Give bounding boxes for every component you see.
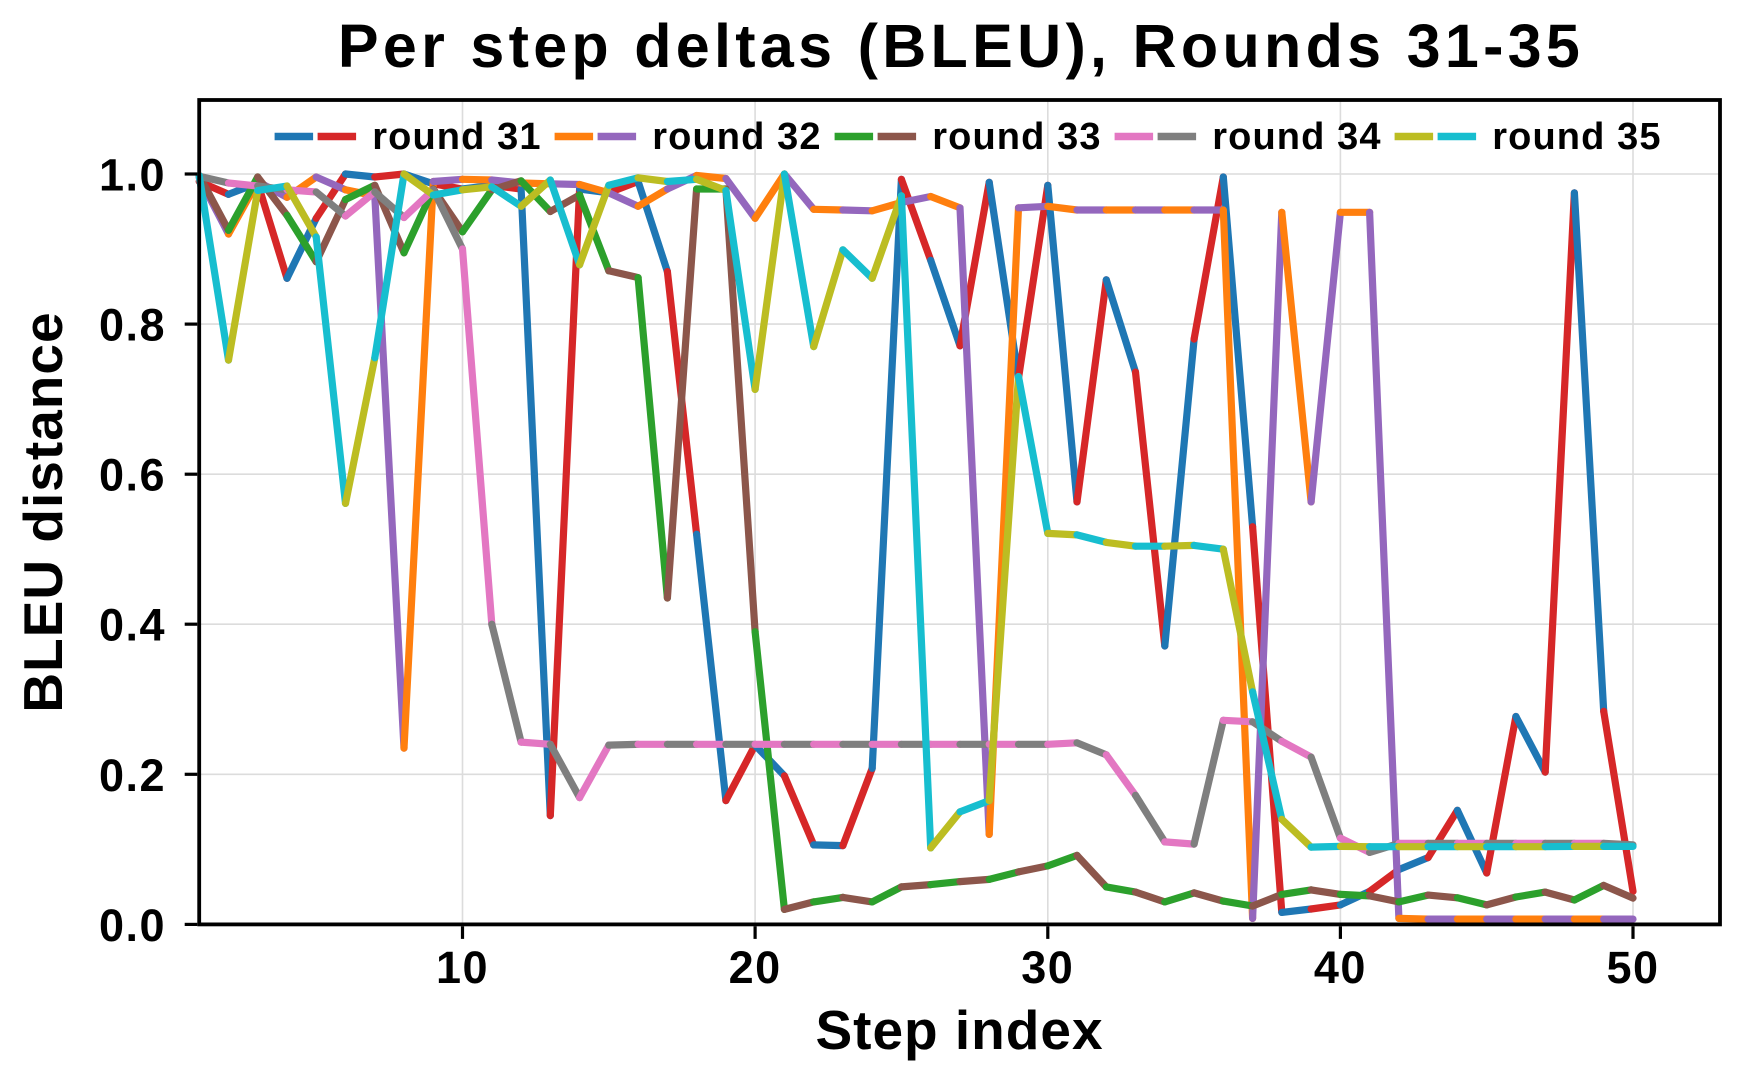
svg-text:1.0: 1.0: [99, 150, 166, 201]
svg-text:0.4: 0.4: [99, 600, 166, 651]
svg-text:0.6: 0.6: [99, 450, 166, 501]
svg-text:Per step deltas (BLEU), Rounds: Per step deltas (BLEU), Rounds 31-35: [338, 12, 1584, 80]
svg-text:round 32: round 32: [652, 116, 821, 158]
svg-text:Step index: Step index: [815, 999, 1103, 1061]
svg-text:round 35: round 35: [1492, 116, 1661, 158]
svg-text:40: 40: [1314, 942, 1367, 993]
svg-text:20: 20: [729, 942, 782, 993]
svg-text:0.2: 0.2: [99, 750, 166, 801]
svg-text:BLEU distance: BLEU distance: [12, 311, 74, 712]
svg-text:round 33: round 33: [932, 116, 1101, 158]
svg-text:50: 50: [1606, 942, 1659, 993]
svg-text:0.8: 0.8: [99, 300, 166, 351]
svg-text:0.0: 0.0: [99, 900, 166, 951]
svg-text:10: 10: [436, 942, 489, 993]
svg-text:round 31: round 31: [372, 116, 541, 158]
svg-text:round 34: round 34: [1212, 116, 1381, 158]
svg-text:30: 30: [1021, 942, 1074, 993]
